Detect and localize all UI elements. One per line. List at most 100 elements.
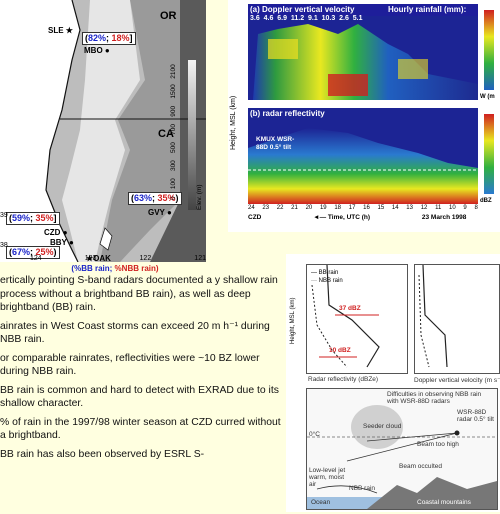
reflectivity-image [248, 108, 478, 204]
x-tick: 10 [449, 205, 456, 211]
rain-value: 10.3 [321, 15, 336, 22]
label-10-dbz: 10 dBZ [329, 347, 351, 354]
site-sle: SLE ★ [48, 26, 73, 35]
pct-label-czd: (59%; 35%] [6, 212, 60, 225]
label-37-dbz: 37 dBZ [339, 305, 361, 312]
x-tick: 9 [463, 205, 467, 211]
terrain-map: OR CA SLE ★ MBO ● GVY ● CZD ● BBY ● ★OAK… [0, 0, 206, 262]
dot-icon: ● [62, 228, 68, 237]
velocity-colorbar [484, 10, 494, 90]
lon-tick: 124 [30, 255, 42, 262]
x-tick: 21 [291, 205, 298, 211]
diagram-title: Difficulties in observing NBB rain with … [387, 391, 482, 405]
label-nbb-rain: NBB rain [349, 485, 376, 492]
bullet-item: or comparable rainrates, reflectivities … [0, 352, 260, 378]
radar-time-height-figure: (a) Doppler vertical velocity Hourly rai… [228, 0, 500, 232]
profile-figure: 37 dBZ 10 dBZ — BB rain ··· NBB rain Rad… [286, 254, 500, 512]
radar-legend: WSR-88D radar 0.5° tilt [457, 409, 494, 423]
x-tick: 20 [305, 205, 313, 211]
colorbar-title: Elev. (m) [196, 184, 203, 210]
panel-vertical-velocity: (a) Doppler vertical velocity Hourly rai… [248, 4, 478, 100]
velocity-profile-plot [414, 264, 500, 374]
state-label-or: OR [160, 10, 177, 22]
x-tick: 11 [435, 205, 442, 211]
panel-a-title: (a) Doppler vertical velocity [250, 5, 355, 14]
pct-bb: 63% [134, 193, 153, 203]
lon-tick: 121 [194, 255, 206, 262]
x-label-right: Doppler vertical velocity (m s⁻¹ [414, 377, 500, 384]
x-label-left: Radar reflectivity (dBZe) [308, 376, 379, 383]
label-coastal-mountains: Coastal mountains [417, 499, 471, 506]
star-icon: ★ [86, 254, 94, 262]
x-ticks: 24 23 22 21 20 19 18 17 16 15 14 13 12 11 10 9 8 [248, 205, 478, 211]
x-tick: 15 [377, 205, 385, 211]
dot-icon: ● [104, 46, 110, 55]
legend-nbb-label: NBB rain [318, 278, 343, 284]
site-gvy: GVY ● [148, 208, 172, 217]
label-beam-too-high: Beam too high [417, 441, 459, 448]
site-oak: ★OAK [86, 254, 111, 262]
panel-a-header: Hourly rainfall (mm): [388, 5, 467, 14]
site-mbo: MBO ● [84, 46, 110, 55]
label-low-level-jet: Low-level jet warm, moist air [309, 467, 346, 488]
x-tick: 14 [391, 205, 399, 211]
pct-label-bby: (67%; 25%) [6, 246, 60, 259]
rain-value: 6.9 [277, 15, 287, 22]
x-tick: 23 [262, 205, 270, 211]
x-axis-label: ◄— Time, UTC (h) [313, 214, 371, 221]
reflectivity-colorbar [484, 114, 494, 194]
x-tick: 12 [420, 205, 428, 211]
pct-nbb: 25% [35, 247, 54, 257]
velocity-profile-lines [418, 264, 448, 368]
kmux-label: KMUX WSR-88D 0.5° tilt [256, 136, 295, 151]
caption-bb: (%BB rain; [71, 264, 113, 273]
pct-bb: 67% [12, 247, 31, 257]
pct-label-sle: (82%; 18%] [82, 32, 136, 45]
x-axis-text: Time, UTC (h) [327, 214, 371, 221]
panel-b-title: (b) radar reflectivity [250, 109, 325, 118]
pct-bb: 82% [88, 33, 107, 43]
panel-reflectivity: (b) radar reflectivity KMUX WSR-88D 0.5°… [248, 108, 478, 204]
site-gvy-label: GVY [148, 208, 165, 217]
dot-icon: ● [166, 208, 172, 217]
rain-values: 3.6 4.6 6.9 11.2 9.1 10.3 2.6 5.1 [250, 15, 363, 22]
rain-value: 3.6 [250, 15, 260, 22]
rain-value: 5.1 [352, 15, 363, 22]
bullet-item: ainrates in West Coast storms can exceed… [0, 320, 270, 346]
rain-value: 11.2 [290, 15, 305, 22]
colorbar-tick: 500 [170, 142, 177, 153]
x-tick: 18 [334, 205, 342, 211]
lat-tick: 38 [0, 242, 8, 249]
bullet-item: ertically pointing S-band radars documen… [0, 275, 278, 313]
colorbar-tick: 300 [170, 160, 177, 172]
x-tick: 8 [474, 205, 478, 211]
x-tick: 17 [348, 205, 356, 211]
pct-nbb: 35% [157, 193, 176, 203]
label-ocean: Ocean [311, 499, 331, 506]
bullet-item: BB rain has also been observed by ESRL S… [0, 448, 205, 460]
bullet-item: BB rain is common and hard to detect wit… [0, 384, 279, 410]
x-tick: 16 [363, 205, 370, 211]
x-tick: 22 [276, 205, 284, 211]
y-axis-label: Height, MSL (km) [230, 95, 237, 150]
colorbar-tick: 0 [170, 196, 177, 200]
colorbar-tick: 900 [170, 105, 177, 117]
schematic-diagram: Difficulties in observing NBB rain with … [306, 388, 498, 510]
legend-nbb: ··· NBB rain [311, 278, 343, 284]
reflectivity-profile-plot: 37 dBZ 10 dBZ — BB rain ··· NBB rain [306, 264, 408, 374]
pct-bb: 59% [12, 213, 31, 223]
site-czd-label: CZD [44, 228, 61, 237]
caption-nbb: %NBB rain) [114, 264, 159, 273]
site-czd: CZD ● [44, 228, 68, 237]
lon-ticks: 124 123 122 121 [30, 255, 206, 262]
colorbar-tick: 700 [170, 124, 177, 135]
reflectivity-profile-lines [311, 264, 380, 368]
site-label: CZD [248, 214, 262, 221]
profile-y-label: Height, MSL (km) [290, 297, 296, 344]
x-tick: 24 [248, 205, 255, 211]
label-seeder-cloud: Seeder cloud [363, 423, 402, 430]
pct-nbb: 18% [111, 33, 130, 43]
site-sle-label: SLE [48, 26, 64, 35]
star-icon: ★ [65, 26, 73, 35]
colorbar-tick: 2100 [170, 64, 177, 79]
